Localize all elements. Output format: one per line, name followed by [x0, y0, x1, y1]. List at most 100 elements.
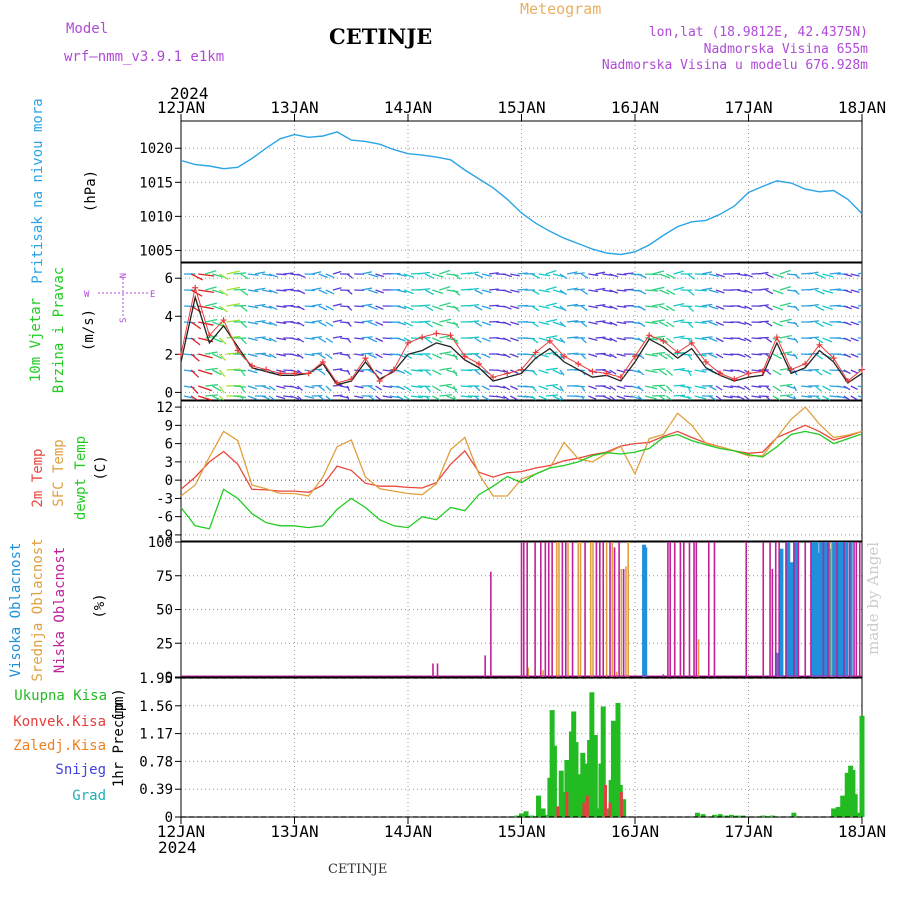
- wind-arrow: [843, 353, 852, 358]
- low-cloud-bar: [613, 547, 616, 677]
- wind-arrow: [758, 288, 769, 291]
- low-cloud-bar: [526, 542, 528, 677]
- wind-gust-marker: [504, 370, 511, 377]
- wind-arrow: [418, 271, 431, 275]
- precip-ytick-label: 1.17: [139, 727, 173, 743]
- mid-cloud-bar: [627, 542, 629, 677]
- wind-arrow: [318, 289, 328, 295]
- wind-arrow: [226, 303, 241, 307]
- wind-arrow: [247, 337, 258, 341]
- low-cloud-bar: [564, 542, 567, 677]
- wind-arrow: [694, 337, 707, 341]
- low-cloud-bar: [713, 542, 716, 677]
- low-cloud-bar: [683, 542, 685, 677]
- x-tick-label-top: 16JAN: [611, 98, 659, 117]
- total-precip-bar: [760, 815, 766, 817]
- wind-arrow: [446, 321, 459, 326]
- temperature-ytick-label: 12: [156, 400, 173, 416]
- wind-arrow: [467, 271, 479, 275]
- wind-arrow: [346, 395, 350, 401]
- wind-arrow: [247, 321, 259, 325]
- wind-arrow: [496, 369, 506, 373]
- wind-arrow: [708, 321, 718, 326]
- total-precip-bar: [734, 815, 740, 817]
- low-cloud-bar: [599, 542, 601, 677]
- low-cloud-bar: [595, 542, 598, 677]
- wind-arrow: [815, 321, 824, 328]
- wind-arrow: [502, 321, 512, 326]
- wind-arrow: [297, 395, 303, 401]
- wind-arrow: [354, 353, 364, 356]
- wind-arrow: [822, 305, 833, 311]
- wind-gust-marker: [490, 374, 497, 381]
- wind-arrow: [418, 288, 431, 291]
- wind-arrow: [346, 353, 351, 360]
- wind-arrow: [205, 286, 217, 291]
- wind-arrow: [311, 271, 322, 275]
- wind-arrow: [694, 369, 707, 373]
- credit-label: made by Angel: [864, 541, 882, 655]
- low-cloud-bar: [688, 542, 691, 677]
- total-precip-bar: [589, 692, 595, 817]
- wind-arrow: [247, 289, 259, 293]
- wind-arrow: [424, 395, 431, 401]
- wind-arrow: [567, 336, 579, 339]
- wind-arrow: [268, 305, 278, 311]
- wind-arrow: [205, 302, 218, 307]
- wind-arrow: [318, 273, 328, 279]
- wind-gust-marker: [844, 377, 851, 384]
- wind-arrow: [644, 353, 658, 357]
- wind-arrow: [602, 337, 612, 341]
- wind-arrow: [765, 289, 774, 295]
- wind-gust-marker: [802, 360, 809, 367]
- wind-arrow: [730, 395, 740, 399]
- low-cloud-bar: [436, 663, 439, 677]
- wind-gust-marker: [589, 368, 596, 375]
- low-cloud-bar: [669, 542, 671, 677]
- wind-arrow: [609, 289, 619, 294]
- wind-arrow: [268, 321, 278, 327]
- low-cloud-bar: [778, 542, 780, 677]
- wind-arrow: [708, 337, 718, 343]
- wind-arrow: [574, 395, 585, 398]
- wind-gust-marker: [178, 351, 184, 358]
- mid-cloud-bar: [558, 542, 560, 677]
- wind-gust-marker: [575, 360, 582, 367]
- wind-arrow: [652, 384, 666, 387]
- wind-arrow: [304, 337, 315, 340]
- low-cloud-bar: [762, 542, 765, 677]
- low-cloud-bar: [827, 542, 829, 677]
- wind-arrow: [474, 321, 483, 327]
- wind-gust-marker: [192, 284, 199, 291]
- wind-gust-marker: [405, 339, 411, 346]
- direction-legend-s: S: [119, 318, 129, 323]
- wind-arrow: [772, 273, 784, 279]
- wind-arrow: [850, 289, 860, 293]
- wind-arrow: [538, 321, 550, 326]
- wind-arrow: [588, 321, 598, 325]
- wind-arrow: [361, 336, 373, 339]
- wind-arrow: [843, 369, 851, 375]
- wind-arrow: [240, 385, 246, 393]
- total-precip-bar: [615, 702, 621, 817]
- wind-gust-marker: [731, 376, 738, 383]
- wind-arrow: [645, 321, 658, 325]
- wind-arrow: [779, 286, 792, 291]
- wind-arrow: [424, 353, 433, 360]
- wind-arrow: [212, 353, 223, 359]
- wind-arrow: [240, 289, 249, 296]
- low-cloud-bar: [853, 542, 855, 677]
- wind-arrow: [815, 305, 825, 311]
- wind-arrow: [495, 385, 506, 389]
- wind-arrow: [382, 395, 393, 399]
- cloud-ytick-label: 100: [148, 535, 173, 551]
- wind-gust-marker: [475, 360, 482, 367]
- wind-arrow: [602, 305, 613, 309]
- wind-arrow: [346, 289, 353, 295]
- wind-arrow: [410, 395, 423, 399]
- wind-arrow: [630, 385, 641, 390]
- wind-arrow: [687, 353, 693, 361]
- wind-gust-marker: [518, 366, 525, 373]
- high-cloud-bar: [816, 552, 821, 677]
- wind-arrow: [652, 302, 665, 307]
